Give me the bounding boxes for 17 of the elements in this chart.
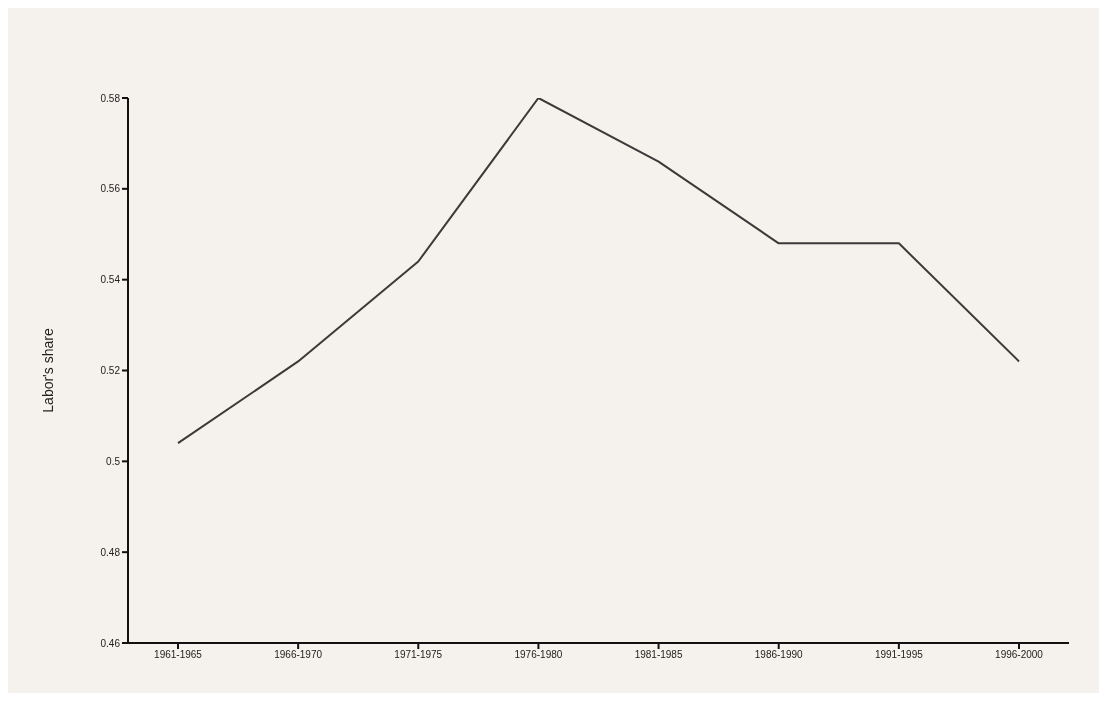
x-tick-label: 1991-1995 <box>874 649 924 661</box>
x-tick-label: 1981-1985 <box>634 649 683 661</box>
y-tick-label: 0.5 <box>106 455 121 467</box>
x-tick-label: 1966-1970 <box>274 649 323 661</box>
x-tick-label: 1976-1980 <box>514 649 563 661</box>
y-axis-title: Labor's share <box>39 328 56 413</box>
y-tick-label: 0.58 <box>100 92 121 104</box>
x-tick-label: 1996-2000 <box>995 649 1044 661</box>
x-tick-label: 1961-1965 <box>154 649 203 661</box>
line-series <box>177 98 1020 445</box>
y-tick-label: 0.56 <box>100 183 121 195</box>
y-tick-label: 0.48 <box>100 546 121 558</box>
x-tick-label: 1986-1990 <box>754 649 804 661</box>
x-tick-label: 1971-1975 <box>394 649 443 661</box>
y-tick-label: 0.46 <box>100 637 121 649</box>
y-tick-label: 0.52 <box>100 365 121 377</box>
y-tick-label: 0.54 <box>100 274 121 286</box>
